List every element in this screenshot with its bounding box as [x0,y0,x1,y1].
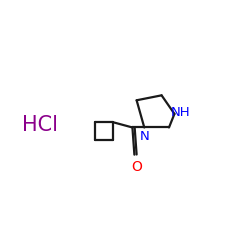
Text: O: O [131,160,142,174]
Text: HCl: HCl [22,115,58,135]
Text: N: N [140,130,149,143]
Text: NH: NH [171,106,191,119]
